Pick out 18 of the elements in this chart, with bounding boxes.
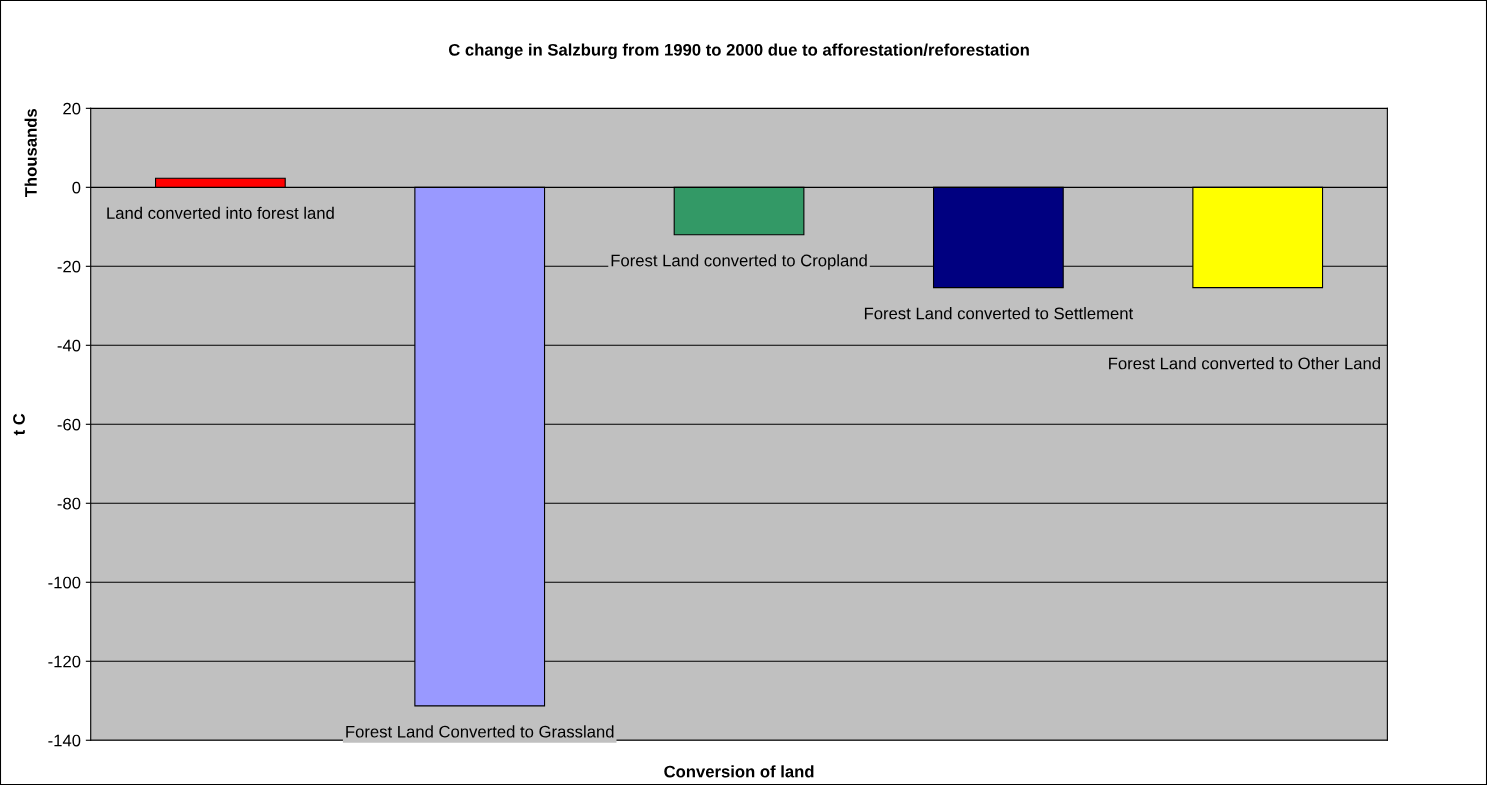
x-tick-label: Forest Land converted to Settlement	[864, 307, 1134, 320]
y-tick-label: -100	[48, 576, 81, 589]
x-axis-title: Conversion of land	[664, 765, 814, 778]
y-tick-label: -80	[57, 497, 81, 510]
x-tick-label: Forest Land converted to Other Land	[1109, 357, 1380, 370]
y-tick-label: 20	[63, 102, 81, 115]
y-tick-label: -20	[57, 260, 81, 273]
y-axis-title: t C	[13, 413, 25, 436]
y-tick-label: -120	[48, 655, 81, 668]
y-tick-label: -60	[57, 418, 81, 431]
y-tick-label: -40	[57, 339, 81, 352]
chart-title: C change in Salzburg from 1990 to 2000 due to afforestation/reforestation	[448, 43, 1029, 60]
y-tick-label: 0	[72, 181, 81, 194]
x-tick-label: Land converted into forest land	[107, 206, 334, 220]
x-tick-label: Forest Land converted to Cropland	[611, 254, 867, 270]
x-tick-label: Forest Land Converted to Grassland	[346, 725, 614, 738]
text: Thousands	[24, 109, 37, 198]
y-tick-label: -140	[48, 734, 81, 747]
